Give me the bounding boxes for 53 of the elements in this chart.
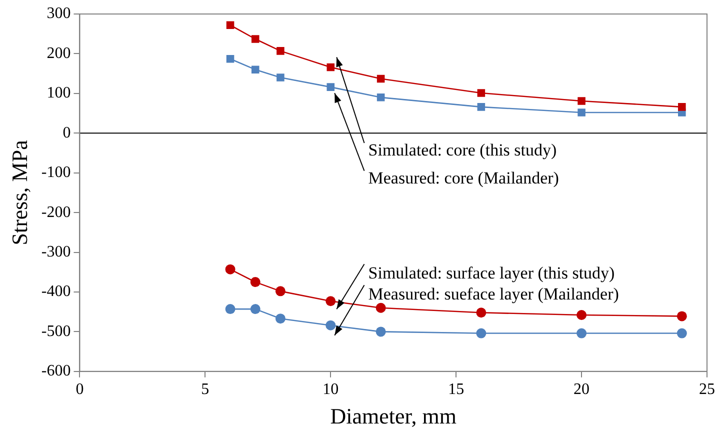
point xyxy=(476,328,486,338)
y-tick-label: -200 xyxy=(41,204,71,221)
y-tick-label: -400 xyxy=(41,283,71,300)
point xyxy=(676,311,687,322)
x-tick-label: 20 xyxy=(574,381,590,398)
point xyxy=(275,286,286,296)
point xyxy=(376,326,386,337)
point xyxy=(576,328,587,338)
y-tick-label: -300 xyxy=(41,243,71,260)
point xyxy=(477,103,486,111)
x-tick-label: 15 xyxy=(448,381,464,398)
y-tick-label: -500 xyxy=(41,322,71,340)
point xyxy=(251,35,260,43)
point xyxy=(678,103,686,111)
point xyxy=(326,296,336,306)
point xyxy=(251,66,260,74)
point xyxy=(326,320,336,330)
y-axis-title: Stress, MPa xyxy=(6,140,32,246)
point xyxy=(326,63,335,72)
y-tick-label: 300 xyxy=(46,5,71,22)
text: Simulated: core (this study) xyxy=(368,140,557,160)
y-tick-label: -600 xyxy=(41,362,71,380)
y-tick-label: 200 xyxy=(46,44,71,62)
point xyxy=(477,89,486,97)
point xyxy=(250,304,260,314)
point xyxy=(276,74,284,82)
point xyxy=(226,21,234,30)
point xyxy=(376,94,385,102)
point xyxy=(476,308,486,318)
point xyxy=(578,108,586,116)
point xyxy=(326,83,335,91)
series-label: Simulated: surface layer (this study) xyxy=(368,264,615,283)
point xyxy=(376,302,386,313)
y-tick-label: -100 xyxy=(41,164,71,182)
x-tick-label: 0 xyxy=(76,381,84,398)
series-label: Measured: sueface layer (Mailander) xyxy=(368,284,619,304)
x-tick-label: 10 xyxy=(322,381,339,398)
y-tick-label: 100 xyxy=(46,84,71,102)
point xyxy=(225,264,236,274)
point xyxy=(676,328,687,338)
point xyxy=(226,54,234,63)
point xyxy=(578,97,586,105)
text: Measured: core (Mailander) xyxy=(368,168,559,188)
point xyxy=(576,310,587,320)
point xyxy=(275,314,286,324)
point xyxy=(250,277,260,288)
y-tick-label: 0 xyxy=(62,124,71,142)
point xyxy=(225,304,236,314)
x-axis-title: Diameter, mm xyxy=(330,404,456,429)
x-tick-label: 5 xyxy=(201,381,210,398)
point xyxy=(376,74,385,83)
point xyxy=(276,47,284,55)
x-tick-label: 25 xyxy=(699,381,715,398)
